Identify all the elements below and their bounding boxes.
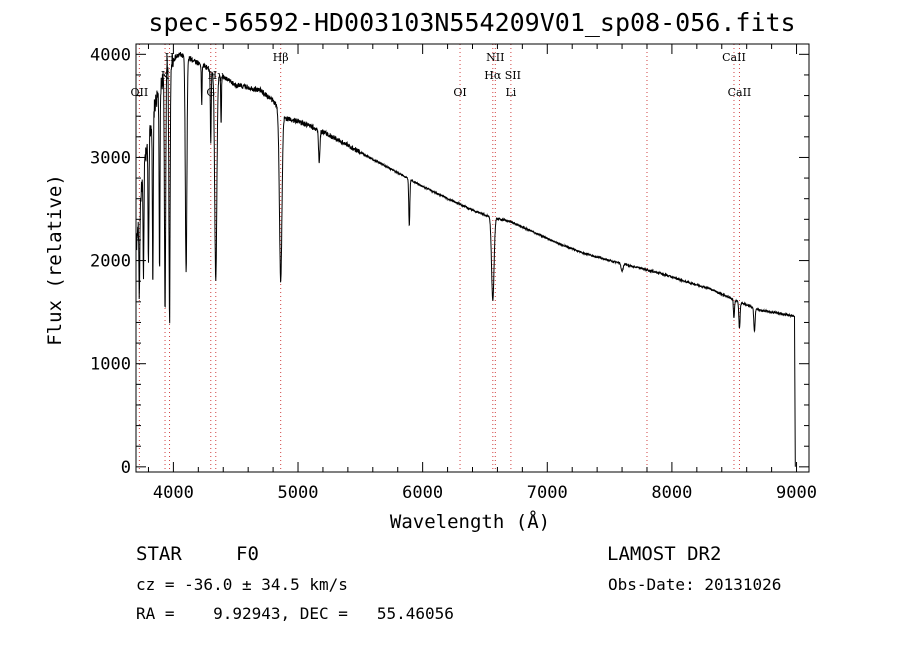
x-axis-label: Wavelength (Å) <box>389 511 551 533</box>
plot-frame <box>135 43 810 473</box>
x-tick-label: 6000 <box>402 483 443 503</box>
axes: 4000 5000 6000 7000 8000 9000 0 1000 2000 3000 400… <box>90 44 817 503</box>
marker-label: Hα <box>484 69 502 82</box>
x-tick-label: 9000 <box>776 483 817 503</box>
marker-label: OI <box>453 86 466 99</box>
x-tick-label: 7000 <box>527 483 568 503</box>
y-tick-label: 2000 <box>90 252 131 272</box>
object-class: STAR <box>136 543 182 565</box>
marker-label: CaII <box>722 51 746 64</box>
marker-label: SII <box>505 69 521 82</box>
marker-label: Hγ <box>208 69 225 82</box>
survey-name: LAMOST DR2 <box>607 543 722 565</box>
spectrum-layer <box>135 52 796 467</box>
y-tick-label: 0 <box>121 458 131 478</box>
obs-date: Obs-Date: 20131026 <box>608 575 782 594</box>
y-tick-label: 4000 <box>90 45 131 65</box>
redshift-text: cz = -36.0 ± 34.5 km/s <box>136 575 348 594</box>
marker-label: CaII <box>728 86 752 99</box>
marker-label: G <box>206 86 215 99</box>
marker-label: K <box>161 69 170 82</box>
marker-label: Hβ <box>273 51 289 64</box>
y-axis-label: Flux (relative) <box>44 174 66 346</box>
subclass: F0 <box>236 543 259 565</box>
marker-label: OII <box>131 86 149 99</box>
x-tick-label: 8000 <box>651 483 692 503</box>
y-tick-label: 3000 <box>90 148 131 168</box>
marker-label: Li <box>505 86 516 99</box>
chart-title: spec-56592-HD003103N554209V01_sp08-056.f… <box>148 8 796 37</box>
y-tick-label: 1000 <box>90 355 131 375</box>
marker-label: NII <box>486 51 504 64</box>
line-markers <box>138 44 740 472</box>
x-tick-label: 4000 <box>153 483 194 503</box>
marker-label: H <box>165 51 175 64</box>
spectrum-line <box>135 52 796 467</box>
x-tick-label: 5000 <box>278 483 319 503</box>
coordinates: RA = 9.92943, DEC = 55.46056 <box>136 604 454 623</box>
